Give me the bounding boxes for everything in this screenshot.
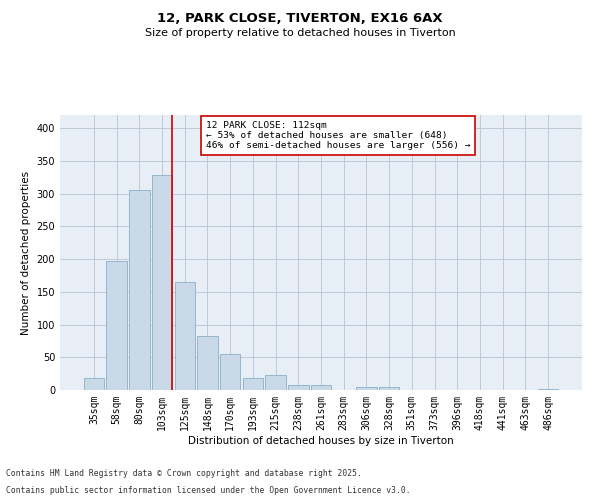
Text: Contains HM Land Registry data © Crown copyright and database right 2025.: Contains HM Land Registry data © Crown c…: [6, 468, 362, 477]
Text: 12, PARK CLOSE, TIVERTON, EX16 6AX: 12, PARK CLOSE, TIVERTON, EX16 6AX: [157, 12, 443, 26]
Bar: [379, 386, 400, 390]
Text: Size of property relative to detached houses in Tiverton: Size of property relative to detached ho…: [145, 28, 455, 38]
Text: Contains public sector information licensed under the Open Government Licence v3: Contains public sector information licen…: [6, 486, 410, 495]
Bar: [220, 354, 241, 390]
Bar: [175, 282, 195, 390]
Bar: [242, 378, 263, 390]
Y-axis label: Number of detached properties: Number of detached properties: [21, 170, 31, 334]
Bar: [84, 378, 104, 390]
Bar: [129, 190, 149, 390]
Bar: [311, 386, 331, 390]
Bar: [152, 175, 172, 390]
Bar: [197, 336, 218, 390]
Bar: [356, 386, 377, 390]
Bar: [288, 386, 308, 390]
Bar: [265, 375, 286, 390]
Bar: [106, 261, 127, 390]
Text: 12 PARK CLOSE: 112sqm
← 53% of detached houses are smaller (648)
46% of semi-det: 12 PARK CLOSE: 112sqm ← 53% of detached …: [206, 120, 470, 150]
X-axis label: Distribution of detached houses by size in Tiverton: Distribution of detached houses by size …: [188, 436, 454, 446]
Bar: [538, 388, 558, 390]
